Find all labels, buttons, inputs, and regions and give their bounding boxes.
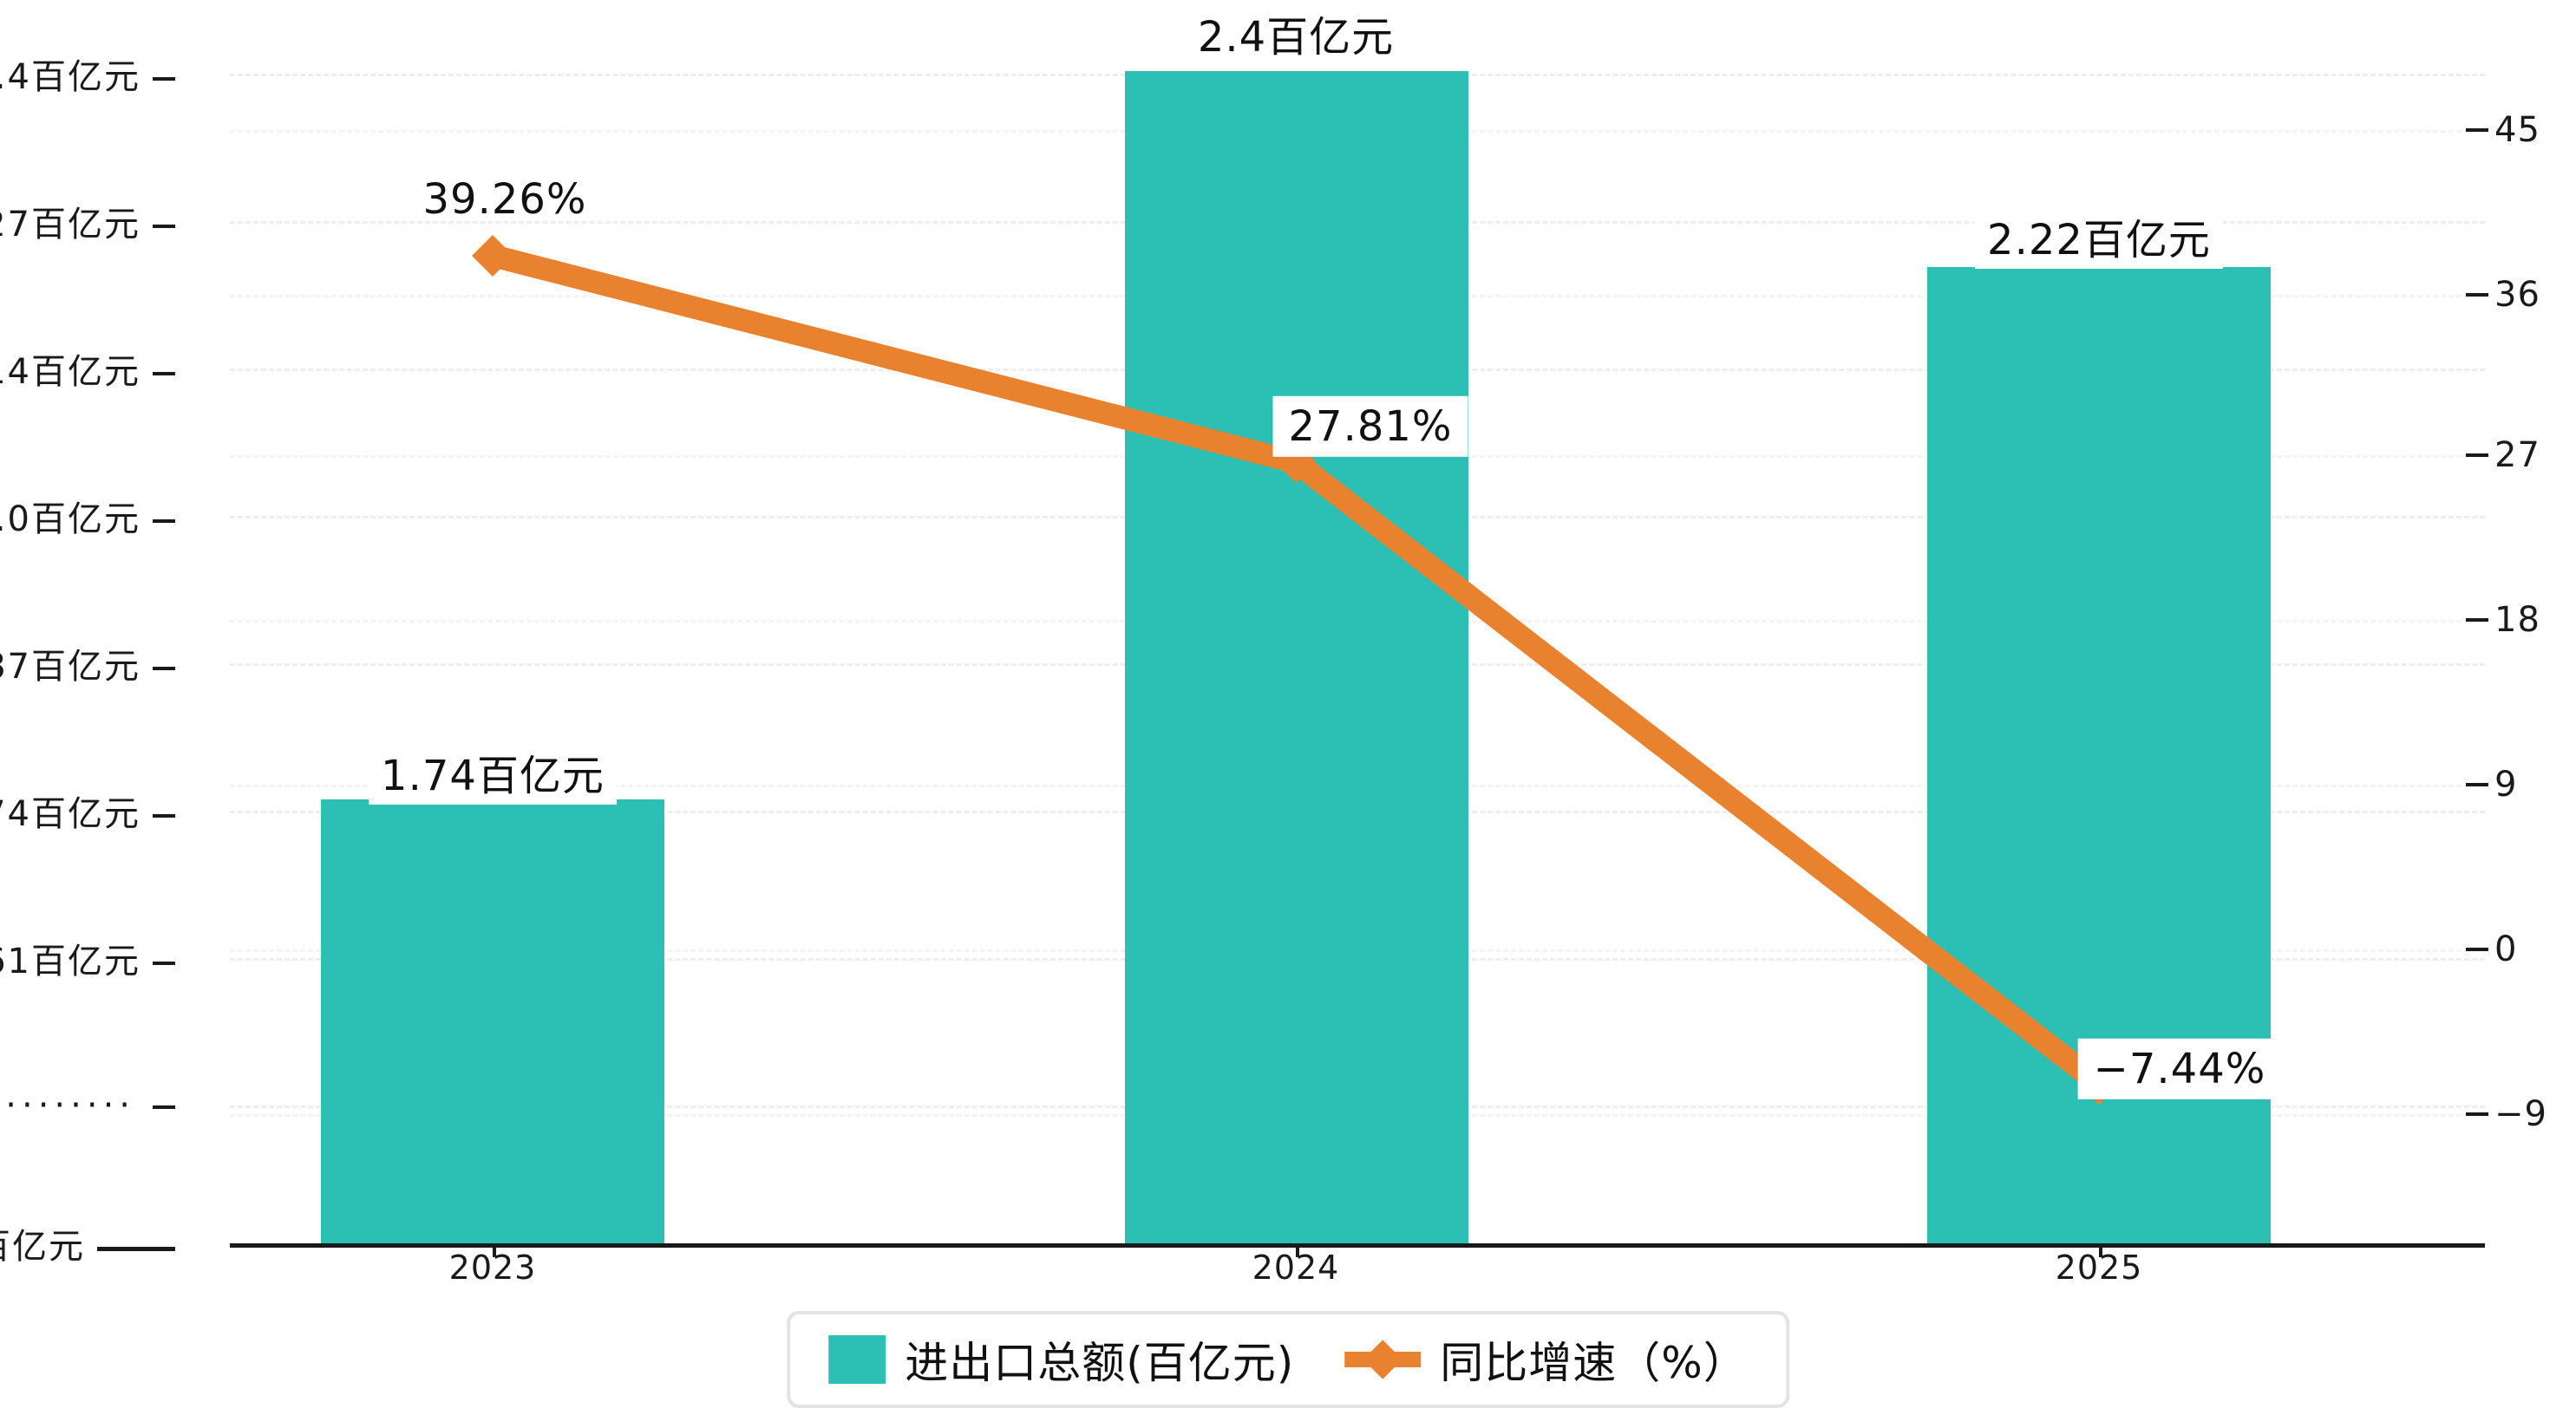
tick-mark-icon <box>153 1105 175 1109</box>
tick-mark-icon <box>2466 293 2488 297</box>
left-tick-label: 1.74百亿元 <box>0 794 141 834</box>
chart-legend[interactable]: 进出口总额(百亿元) 同比增速（%） <box>787 1311 1789 1408</box>
left-tick-label: 2.14百亿元 <box>0 352 141 392</box>
tick-mark-icon <box>2466 783 2488 786</box>
left-tick-label: 2.27百亿元 <box>0 205 141 245</box>
x-axis-tick-2025: 2025 <box>2055 1249 2143 1287</box>
bar-2023[interactable] <box>321 799 664 1243</box>
left-axis-tick: 1.74百亿元 <box>0 786 175 836</box>
legend-bar-swatch-icon <box>828 1335 886 1384</box>
left-tick-label-placeholder: ········· <box>0 1086 135 1125</box>
line-value-label-2023: 39.26% <box>422 174 587 224</box>
right-axis-tick: 27 <box>2494 435 2540 475</box>
left-axis-tick: 0百亿元 <box>0 1218 175 1268</box>
left-axis-tick-placeholder: ········· <box>0 1086 175 1125</box>
legend-label: 进出口总额(百亿元) <box>905 1338 1295 1388</box>
x-axis-tick-2023: 2023 <box>448 1249 537 1287</box>
left-axis-tick: 2.4百亿元 <box>0 49 175 99</box>
left-axis-tick: 1.87百亿元 <box>0 638 175 688</box>
left-tick-label: 0百亿元 <box>0 1227 85 1267</box>
tick-mark-icon <box>153 225 175 228</box>
line-marker-2023[interactable] <box>472 235 513 277</box>
line-value-label-2025: −7.44% <box>2077 1038 2282 1100</box>
tick-mark-icon <box>2466 948 2488 951</box>
right-axis-tick: 18 <box>2494 600 2540 640</box>
tick-mark-icon <box>2466 1112 2488 1116</box>
left-axis-tick: 2.27百亿元 <box>0 196 175 246</box>
legend-line-marker-icon <box>1344 1335 1422 1384</box>
line-value-label-2024: 27.81% <box>1272 395 1468 458</box>
left-tick-label: 2.4百亿元 <box>0 57 141 97</box>
x-axis-line <box>230 1243 2485 1248</box>
legend-item-line[interactable]: 同比增速（%） <box>1344 1328 1748 1391</box>
bar-value-label-2023: 1.74百亿元 <box>369 751 617 805</box>
right-axis-tick: 45 <box>2494 110 2540 150</box>
tick-mark-icon <box>153 77 175 81</box>
left-axis-tick: 2.14百亿元 <box>0 343 175 394</box>
tick-mark-icon <box>153 814 175 818</box>
left-tick-label: 2.0百亿元 <box>0 499 141 539</box>
tick-mark-icon <box>493 1243 496 1257</box>
tick-mark-icon <box>2466 453 2488 457</box>
bar-value-label-2024: 2.4百亿元 <box>1185 12 1407 67</box>
tick-mark-icon <box>153 962 175 965</box>
bar-value-label-2025: 2.22百亿元 <box>1975 215 2223 270</box>
tick-mark-icon <box>2466 618 2488 622</box>
right-axis-tick: 0 <box>2494 929 2518 969</box>
tick-mark-icon <box>97 1246 175 1251</box>
legend-diamond-icon <box>1363 1340 1402 1379</box>
right-axis-tick: 9 <box>2494 765 2518 805</box>
legend-item-bar[interactable]: 进出口总额(百亿元) <box>828 1328 1294 1391</box>
right-axis-tick: 36 <box>2494 275 2540 315</box>
legend-label: 同比增速（%） <box>1440 1338 1748 1388</box>
tick-mark-icon <box>153 372 175 375</box>
left-tick-label: 1.61百亿元 <box>0 942 141 981</box>
right-axis-tick: −9 <box>2494 1094 2547 1134</box>
tick-mark-icon <box>153 667 175 670</box>
growth-rate-line <box>489 245 2106 1093</box>
left-tick-label: 1.87百亿元 <box>0 647 141 687</box>
tick-mark-icon <box>153 519 175 523</box>
x-axis-tick-2024: 2024 <box>1252 1249 1340 1287</box>
left-axis-tick: 1.61百亿元 <box>0 933 175 983</box>
tick-mark-icon <box>1296 1243 1299 1257</box>
tick-mark-icon <box>2099 1243 2102 1257</box>
tick-mark-icon <box>2466 128 2488 132</box>
left-axis-tick: 2.0百亿元 <box>0 491 175 541</box>
bar-2024[interactable] <box>1125 71 1468 1243</box>
